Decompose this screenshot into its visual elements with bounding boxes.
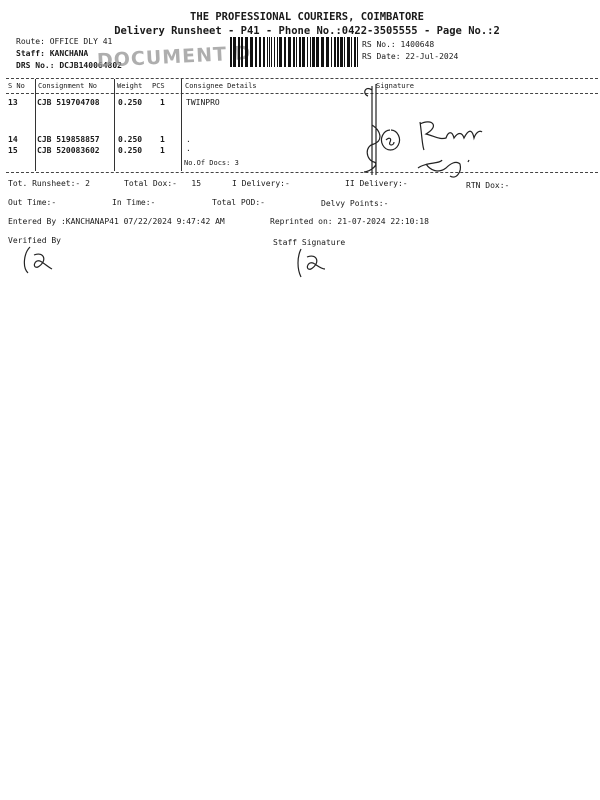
i-delivery: I Delivery:-: [232, 179, 290, 188]
barcode-bar: [255, 37, 257, 67]
consignee: .: [186, 144, 191, 153]
pcs: 1: [160, 135, 165, 144]
barcode-bar: [241, 37, 243, 67]
document-delivery-stamp: DOCUMENT D: [96, 41, 252, 73]
barcode-bar: [307, 37, 308, 67]
receiver-signature: [363, 84, 483, 178]
staff-signature-mark: [297, 248, 326, 278]
sno: 15: [8, 146, 18, 155]
reprinted-on: Reprinted on: 21-07-2024 22:10:18: [270, 217, 429, 226]
runsheet-subtitle: Delivery Runsheet - P41 - Phone No.:0422…: [114, 25, 500, 37]
staff-signature: Staff Signature: [273, 238, 346, 247]
weight: 0.250: [118, 135, 143, 144]
barcode-bar: [354, 37, 356, 67]
sno: 13: [8, 98, 18, 107]
barcode: [230, 37, 358, 67]
rtn-dox: RTN Dox:-: [466, 181, 510, 190]
route: Route: OFFICE DLY 41: [16, 37, 113, 46]
col-sno: S No: [8, 82, 25, 90]
barcode-bar: [233, 37, 236, 67]
col-consignment: Consignment No: [38, 82, 98, 90]
verifier-signature: [23, 246, 53, 274]
barcode-bar: [357, 37, 358, 67]
barcode-bar: [321, 37, 324, 67]
column-line: [114, 79, 115, 171]
pcs: 1: [160, 146, 165, 155]
in-time: In Time:-: [112, 198, 156, 207]
barcode-bar: [230, 37, 232, 67]
divider: [6, 172, 598, 173]
barcode-bar: [296, 37, 297, 67]
barcode-bar: [331, 37, 332, 67]
barcode-bar: [274, 37, 275, 67]
consignment-no: CJB 519858857: [37, 135, 100, 144]
barcode-bar: [293, 37, 295, 67]
docs-count: No.Of Docs: 3: [184, 159, 239, 167]
barcode-bar: [277, 37, 278, 67]
barcode-bar: [245, 37, 248, 67]
out-time: Out Time:-: [8, 198, 57, 207]
barcode-bar: [284, 37, 286, 67]
ii-delivery: II Delivery:-: [345, 179, 408, 188]
delvy-points: Delvy Points:-: [321, 199, 389, 208]
barcode-bar: [337, 37, 339, 67]
column-line: [181, 79, 182, 171]
col-signature: Signature: [376, 82, 414, 90]
weight: 0.250: [118, 98, 143, 107]
company-title: THE PROFESSIONAL COURIERS, COIMBATORE: [190, 11, 424, 23]
col-pcs: PCS: [152, 82, 165, 90]
barcode-bar: [238, 37, 240, 67]
barcode-bar: [351, 37, 352, 67]
rs-no: RS No.: 1400648: [362, 40, 435, 49]
rs-date: RS Date: 22-Jul-2024: [362, 52, 459, 61]
pcs: 1: [160, 98, 165, 107]
barcode-bar: [267, 37, 268, 67]
barcode-bar: [302, 37, 305, 67]
divider: [6, 78, 598, 79]
barcode-bar: [299, 37, 301, 67]
barcode-bar: [312, 37, 315, 67]
divider: [6, 93, 598, 94]
barcode-bar: [347, 37, 350, 67]
staff: Staff: KANCHANA: [16, 49, 89, 58]
sno: 14: [8, 135, 18, 144]
drs-no: DRS No.: DCJB140064802: [16, 61, 122, 70]
barcode-bar: [310, 37, 311, 67]
barcode-bar: [259, 37, 261, 67]
barcode-bar: [340, 37, 343, 67]
verified-by: Verified By: [8, 236, 61, 245]
consignment-no: CJB 519704708: [37, 98, 100, 107]
barcode-bar: [263, 37, 265, 67]
column-line: [35, 79, 36, 171]
total-dox: Total Dox:- 15: [124, 179, 202, 188]
consignee: .: [186, 135, 191, 144]
barcode-bar: [344, 37, 345, 67]
entered-by: Entered By :KANCHANAP41 07/22/2024 9:47:…: [8, 217, 225, 226]
barcode-bar: [326, 37, 329, 67]
col-consignee: Consignee Details: [185, 82, 257, 90]
weight: 0.250: [118, 146, 143, 155]
barcode-bar: [271, 37, 272, 67]
col-weight: Weight: [117, 82, 143, 90]
barcode-bar: [316, 37, 319, 67]
barcode-bar: [250, 37, 253, 67]
barcode-bar: [334, 37, 336, 67]
tot-runsheet: Tot. Runsheet:- 2: [8, 179, 90, 188]
total-pod: Total POD:-: [212, 198, 265, 207]
consignee: TWINPRO: [186, 98, 220, 107]
barcode-bar: [279, 37, 282, 67]
barcode-bar: [269, 37, 270, 67]
barcode-bar: [288, 37, 291, 67]
consignment-no: CJB 520083602: [37, 146, 100, 155]
